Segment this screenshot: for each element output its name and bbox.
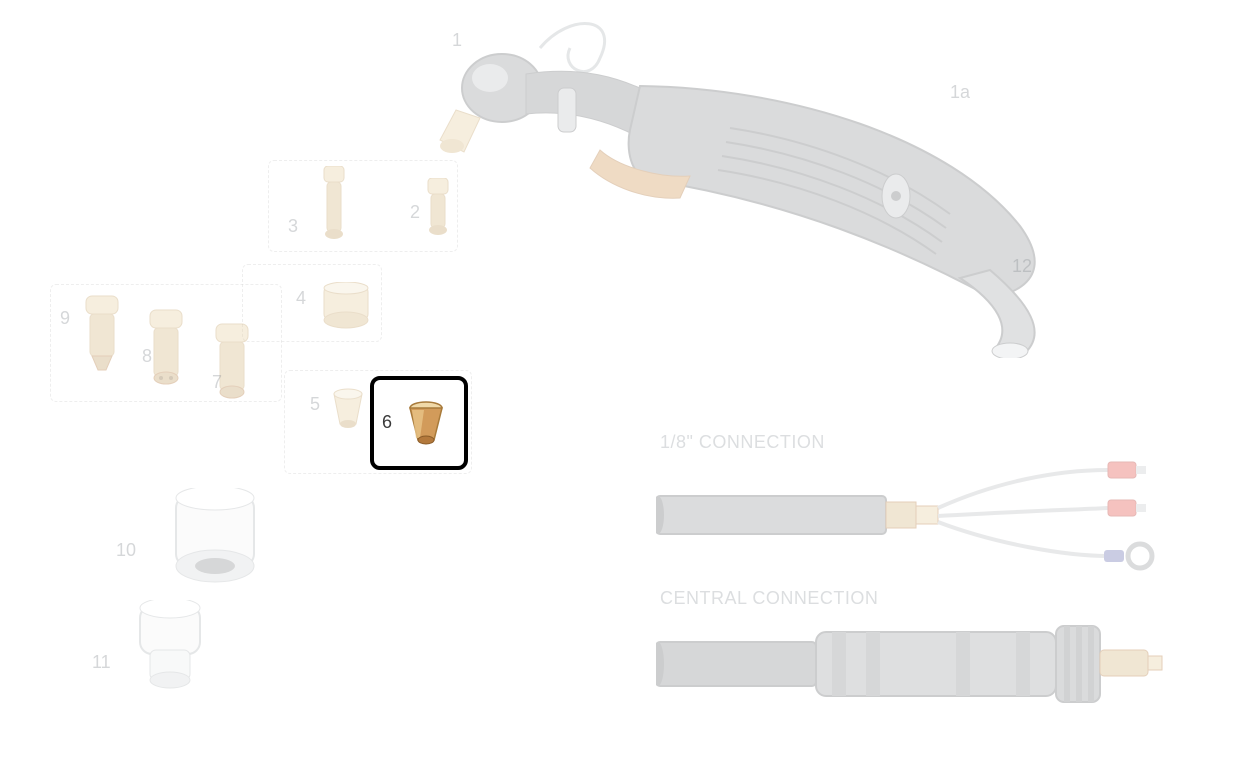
- part-6-highlighted: [402, 400, 450, 450]
- part-3: [314, 166, 354, 252]
- part-9: [80, 292, 124, 376]
- label-5: 5: [310, 394, 320, 415]
- part-10: [160, 488, 270, 598]
- label-11: 11: [92, 652, 111, 673]
- part-11: [120, 600, 220, 696]
- label-12: 12: [1012, 256, 1032, 277]
- label-4: 4: [296, 288, 306, 309]
- label-1: 1: [452, 30, 462, 51]
- label-6: 6: [382, 412, 392, 433]
- label-8: 8: [142, 346, 152, 367]
- part-4: [318, 282, 374, 332]
- torch-body: [430, 18, 1090, 358]
- part-2: [418, 178, 458, 248]
- label-10: 10: [116, 540, 136, 561]
- title-eighth-connection: 1/8" CONNECTION: [660, 432, 825, 453]
- connection-central: [656, 606, 1176, 716]
- part-5: [328, 388, 368, 434]
- label-2: 2: [410, 202, 420, 223]
- label-7: 7: [212, 372, 222, 393]
- part-7: [210, 320, 254, 410]
- label-1a: 1a: [950, 82, 970, 103]
- title-central-connection: CENTRAL CONNECTION: [660, 588, 878, 609]
- diagram-stage: 1 1a 2 3 4 5 6 7 8 9 10 11 12 1/8" CONNE…: [0, 0, 1235, 758]
- label-9: 9: [60, 308, 70, 329]
- connection-eighth: [656, 452, 1176, 572]
- label-3: 3: [288, 216, 298, 237]
